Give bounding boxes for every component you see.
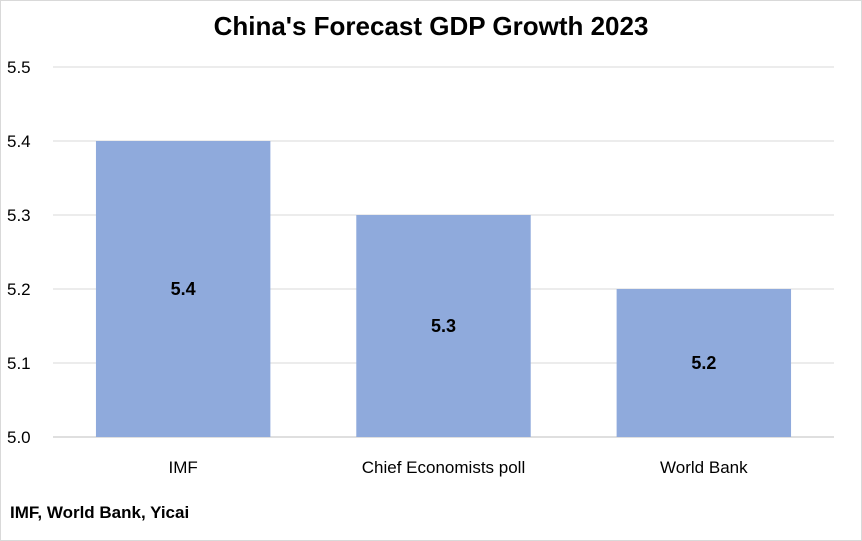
data-label: 5.4: [171, 279, 196, 299]
bar: [95, 141, 271, 437]
data-label: 5.3: [431, 316, 456, 336]
y-tick-label: 5.1: [7, 354, 31, 373]
y-tick-label: 5.0: [7, 428, 31, 447]
data-label: 5.2: [691, 353, 716, 373]
chart-title: China's Forecast GDP Growth 2023: [213, 11, 649, 41]
y-tick-label: 5.4: [7, 132, 31, 151]
x-category-label: Chief Economists poll: [362, 458, 525, 477]
y-tick-label: 5.2: [7, 280, 31, 299]
bar: [616, 289, 792, 437]
y-tick-label: 5.5: [7, 58, 31, 77]
source-note: IMF, World Bank, Yicai: [10, 503, 190, 522]
x-category-label: IMF: [169, 458, 198, 477]
bar: [356, 215, 531, 437]
x-category-label: World Bank: [660, 458, 748, 477]
y-tick-label: 5.3: [7, 206, 31, 225]
